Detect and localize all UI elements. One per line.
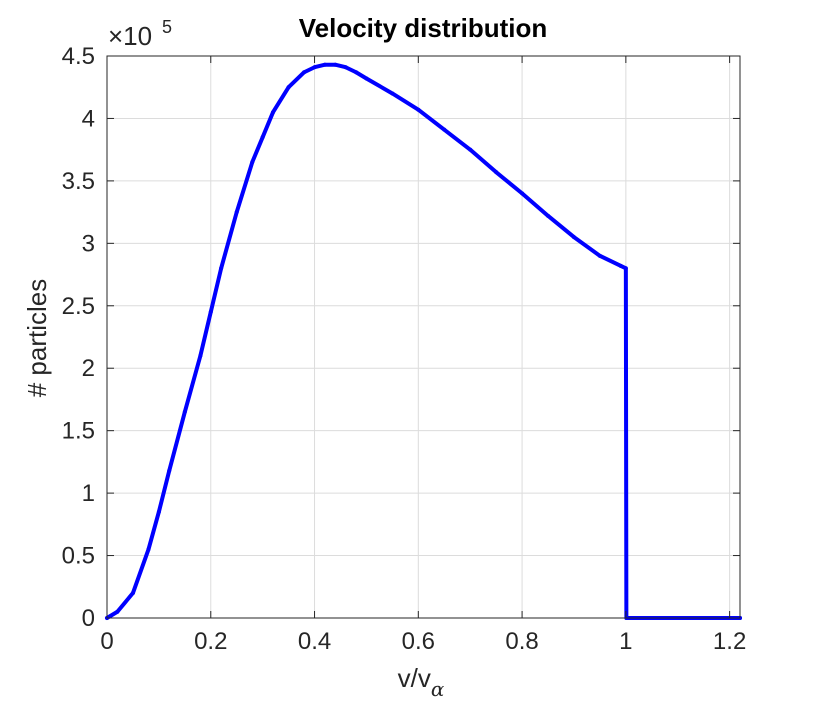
data-point [442,127,447,132]
chart-title: Velocity distribution [299,13,547,43]
data-point [146,547,151,552]
data-point [494,170,499,175]
data-point [167,468,172,473]
y-tick-label: 2.5 [62,293,95,320]
data-point [354,70,359,75]
data-point [322,62,327,67]
data-point [219,266,224,271]
y-tick-label: 1 [82,480,95,507]
x-tick-label: 0.2 [194,628,227,655]
y-multiplier-base: ×10 [108,21,152,51]
data-point [130,591,135,596]
data-point [623,266,628,271]
y-tick-label: 3.5 [62,168,95,195]
axes-box [106,55,741,619]
data-point [571,235,576,240]
y-tick-label: 4 [82,105,95,132]
tick-labels: 0 0.2 0.4 0.6 0.8 1 1.2 0 0.5 1 1.5 2 2.5 3 3.5 4 4.5 [62,43,747,655]
tick-marks [106,55,740,619]
data-point [520,191,525,196]
data-point [618,263,623,268]
y-tick-label: 3 [82,230,95,257]
data-point [312,65,317,70]
y-tick-label: 2 [82,355,95,382]
x-tick-label: 1.2 [713,628,746,655]
x-axis-label: v/vα [398,663,445,701]
data-point [333,62,338,67]
x-tick-label: 0.8 [505,628,538,655]
data-point [286,85,291,90]
y-tick-label: 0 [82,605,95,632]
y-tick-label: 1.5 [62,418,95,445]
x-axis-label-subscript: α [431,677,445,701]
x-tick-label: 0.6 [402,628,435,655]
data-point [390,91,395,96]
data-point [468,147,473,152]
x-tick-label: 0.4 [298,628,331,655]
data-point [198,353,203,358]
data-point [156,509,161,514]
data-point [302,70,307,75]
data-point [182,409,187,414]
y-tick-label: 0.5 [62,543,95,570]
y-axis-label: # particles [22,279,52,398]
plot-area [105,62,742,620]
data-point [271,110,276,115]
y-tick-label: 4.5 [62,43,95,70]
data-point [115,609,120,614]
y-multiplier-exponent: 5 [162,17,172,37]
x-tick-label: 0 [100,628,113,655]
data-point [546,213,551,218]
data-point [260,135,265,140]
data-point [234,210,239,215]
data-point [208,310,213,315]
data-point [364,76,369,81]
data-point [416,107,421,112]
data-point [597,253,602,258]
x-axis-label-main: v/v [398,663,431,693]
data-point [250,160,255,165]
data-point [343,65,348,70]
x-tick-label: 1 [619,628,632,655]
